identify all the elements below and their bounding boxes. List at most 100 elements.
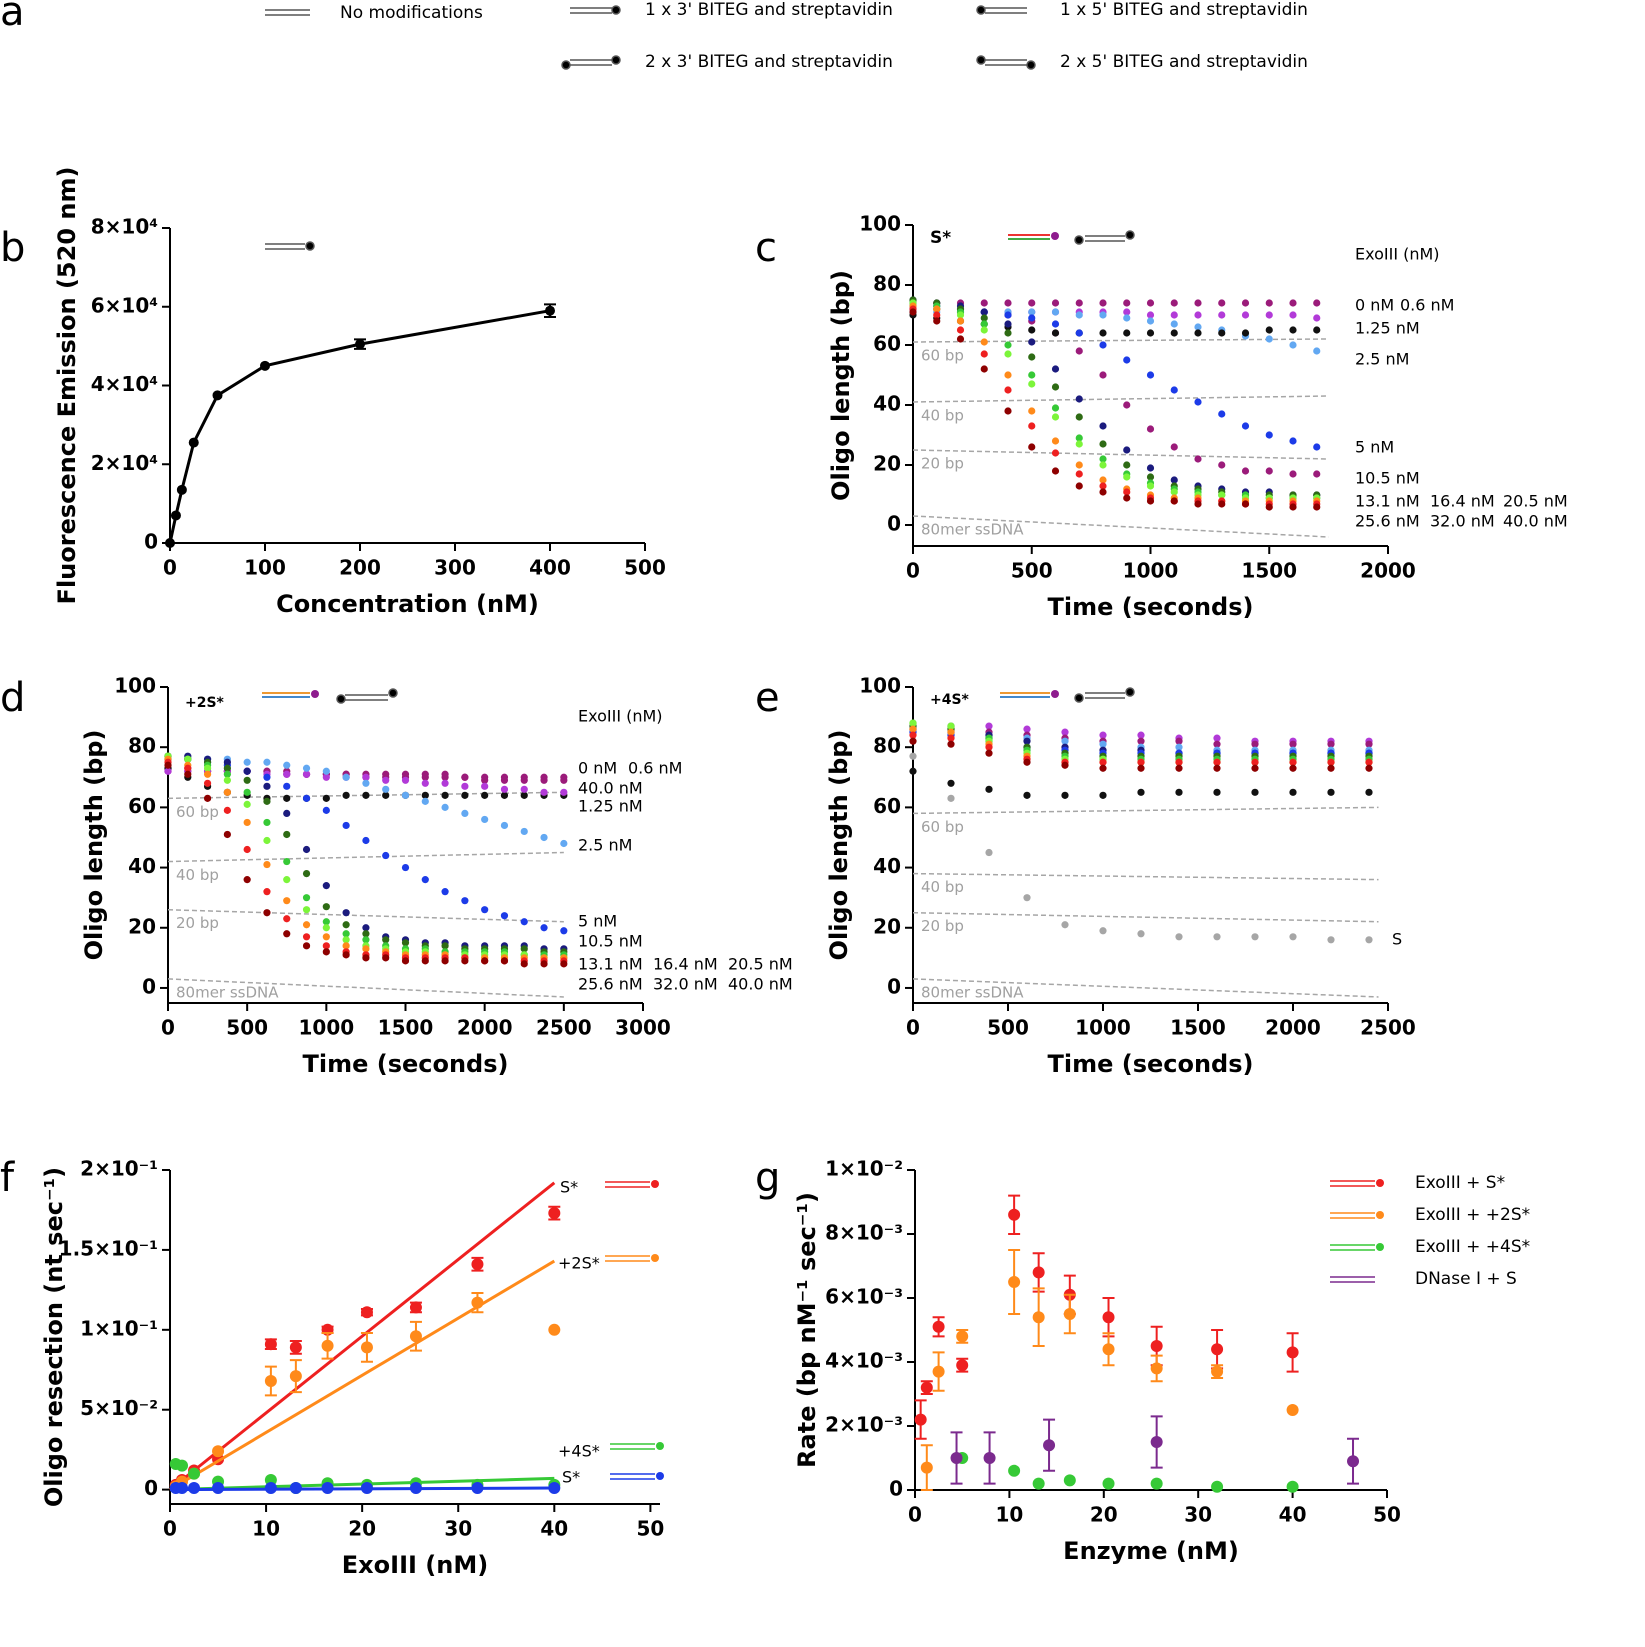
data-point xyxy=(560,788,568,796)
data-point xyxy=(1075,440,1083,448)
data-point xyxy=(1146,311,1155,319)
y-tick-label: 8×10⁻³ xyxy=(825,1221,903,1245)
fit-line xyxy=(169,1259,556,1491)
data-point xyxy=(188,437,199,448)
x-tick-label: 1000 xyxy=(1075,1016,1131,1040)
data-point xyxy=(1313,503,1321,511)
reference-label: 40 bp xyxy=(921,878,964,896)
data-point xyxy=(283,857,291,866)
series-label: 5 nM xyxy=(1355,438,1394,457)
data-point xyxy=(1032,1266,1045,1279)
data-point xyxy=(302,906,311,914)
data-point xyxy=(1075,434,1083,442)
y-tick-label: 0 xyxy=(144,1476,158,1500)
data-point xyxy=(1102,1311,1115,1324)
series-label: 32.0 nM xyxy=(1430,512,1495,531)
data-point xyxy=(1211,1365,1224,1378)
data-point xyxy=(283,761,291,769)
data-point xyxy=(1194,311,1202,319)
legend-title: ExoIII (nM) xyxy=(1355,245,1440,264)
data-point xyxy=(1150,1436,1163,1448)
x-tick-label: 1000 xyxy=(1123,559,1179,583)
data-point xyxy=(441,773,449,781)
data-point xyxy=(1061,921,1069,929)
data-point xyxy=(1211,1343,1224,1356)
data-point xyxy=(1175,758,1183,766)
series-label: 2.5 nM xyxy=(1355,350,1409,369)
reference-label: 80mer ssDNA xyxy=(921,983,1024,1001)
data-point xyxy=(1218,311,1226,319)
annotation: +2S* xyxy=(185,695,225,711)
data-point xyxy=(540,776,548,784)
reference-label: 60 bp xyxy=(176,803,219,821)
data-point xyxy=(289,1482,302,1495)
data-point xyxy=(1004,320,1012,328)
y-tick-label: 2×10⁻¹ xyxy=(80,1157,158,1181)
data-point xyxy=(441,942,449,950)
data-point xyxy=(263,909,271,917)
data-point xyxy=(223,776,231,784)
reference-line xyxy=(912,872,1379,881)
data-point xyxy=(1170,488,1178,496)
x-tick-label: 0 xyxy=(908,1503,922,1527)
data-point xyxy=(1150,1340,1163,1352)
data-point xyxy=(362,936,370,944)
data-point xyxy=(471,1482,484,1495)
data-point xyxy=(342,942,350,950)
series-label: S xyxy=(1392,930,1402,949)
data-point xyxy=(1365,788,1373,796)
data-point xyxy=(382,791,390,799)
data-point xyxy=(1123,329,1131,337)
data-point xyxy=(481,815,489,824)
x-tick-label: 1500 xyxy=(1241,559,1297,583)
data-point xyxy=(1170,299,1178,307)
data-point xyxy=(1150,1362,1163,1375)
data-point xyxy=(1170,497,1178,505)
data-point xyxy=(1028,353,1036,361)
data-point xyxy=(360,1482,373,1495)
reference-label: 20 bp xyxy=(176,914,219,932)
data-point xyxy=(203,764,212,772)
data-point xyxy=(1213,758,1221,766)
data-point xyxy=(401,957,410,965)
data-point xyxy=(1099,731,1107,739)
series-label: +4S* xyxy=(558,1442,600,1461)
data-point xyxy=(1289,740,1297,748)
data-point xyxy=(956,335,965,343)
data-point xyxy=(1175,933,1183,941)
data-point xyxy=(342,773,350,781)
data-point xyxy=(909,308,917,316)
data-point xyxy=(1061,737,1069,745)
data-point xyxy=(302,869,311,878)
data-point xyxy=(283,930,291,938)
data-point xyxy=(243,788,251,796)
data-point xyxy=(1099,476,1107,484)
data-point xyxy=(1213,788,1221,796)
data-point xyxy=(1051,404,1060,412)
data-point xyxy=(1099,341,1107,349)
data-point xyxy=(401,939,410,947)
data-point xyxy=(1327,788,1335,796)
data-point xyxy=(1251,740,1259,748)
data-point xyxy=(441,779,449,787)
x-tick-label: 300 xyxy=(434,556,476,580)
data-point xyxy=(1075,482,1083,490)
data-point xyxy=(909,737,917,745)
data-point xyxy=(1102,1477,1115,1490)
series-label: 0 nM xyxy=(578,759,617,778)
data-point xyxy=(409,1482,422,1495)
data-point xyxy=(1313,326,1321,334)
data-point xyxy=(362,791,370,799)
series-label: 2.5 nM xyxy=(578,836,632,855)
data-point xyxy=(1146,473,1155,481)
series-label: 10.5 nM xyxy=(578,932,643,951)
data-point xyxy=(302,794,311,802)
series-label: 32.0 nM xyxy=(653,975,718,994)
data-point xyxy=(1043,1439,1056,1452)
data-point xyxy=(1218,491,1226,499)
data-point xyxy=(909,767,917,775)
data-point xyxy=(263,782,271,790)
data-point xyxy=(1051,437,1060,445)
data-point xyxy=(1123,488,1131,496)
